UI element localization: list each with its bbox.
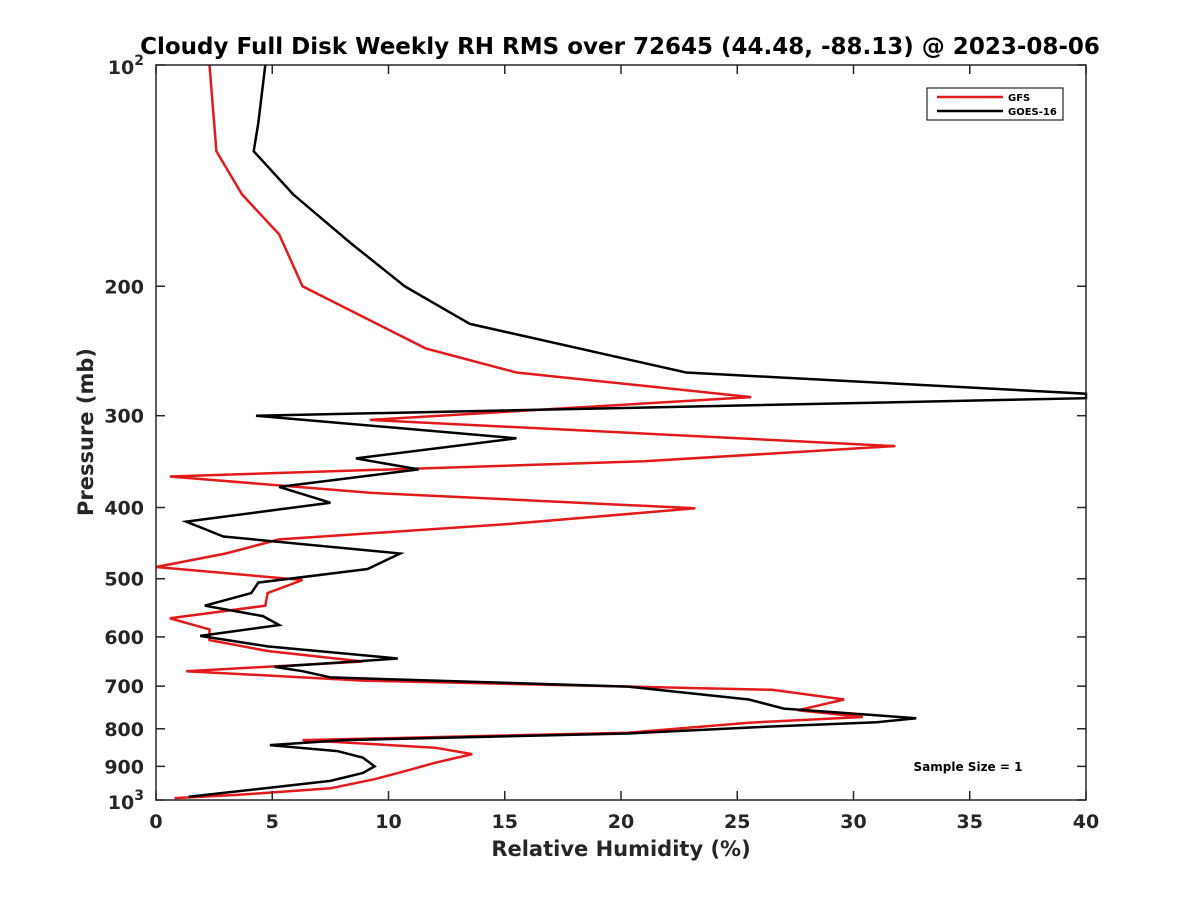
- legend-label: GOES-16: [1008, 107, 1057, 118]
- x-tick-label: 25: [724, 811, 750, 833]
- x-tick-label: 15: [492, 811, 518, 833]
- x-tick-label: 10: [375, 811, 401, 833]
- sample-size-annotation: Sample Size = 1: [914, 760, 1023, 774]
- y-tick-label: 700: [104, 676, 144, 698]
- y-tick-base: 10: [108, 792, 134, 814]
- x-tick-label: 35: [957, 811, 983, 833]
- x-axis-label: Relative Humidity (%): [491, 837, 750, 861]
- y-axis-label: Pressure (mb): [74, 348, 98, 516]
- x-tick-label: 0: [149, 811, 162, 833]
- x-tick-label: 40: [1073, 811, 1099, 833]
- y-tick-label: 400: [104, 498, 144, 520]
- x-tick-label: 30: [840, 811, 866, 833]
- y-tick-label: 600: [104, 627, 144, 649]
- legend: GFS GOES-16: [926, 87, 1064, 121]
- x-tick-label: 5: [266, 811, 279, 833]
- y-tick-label: 800: [104, 719, 144, 741]
- y-tick-label: 900: [104, 756, 144, 778]
- y-tick-base: 10: [108, 57, 134, 79]
- series-line-gfs: [155, 64, 896, 800]
- x-tick-label: 20: [608, 811, 634, 833]
- y-tick-exponent: 2: [134, 53, 144, 69]
- y-tick-exponent: 3: [134, 788, 144, 804]
- y-tick-label: 102: [108, 53, 144, 79]
- y-tick-label: 103: [108, 788, 144, 814]
- x-axis-ticks: 0 5 10 15 20 25 30 35 40: [149, 65, 1099, 833]
- legend-label: GFS: [1008, 93, 1030, 104]
- y-tick-label: 200: [104, 276, 144, 298]
- chart-title: Cloudy Full Disk Weekly RH RMS over 7264…: [140, 34, 1100, 60]
- series-layer: [155, 64, 1088, 800]
- y-tick-label: 300: [104, 406, 144, 428]
- y-tick-label: 500: [104, 569, 144, 591]
- series-line-goes-16: [181, 64, 1088, 799]
- legend-box: [926, 87, 1064, 121]
